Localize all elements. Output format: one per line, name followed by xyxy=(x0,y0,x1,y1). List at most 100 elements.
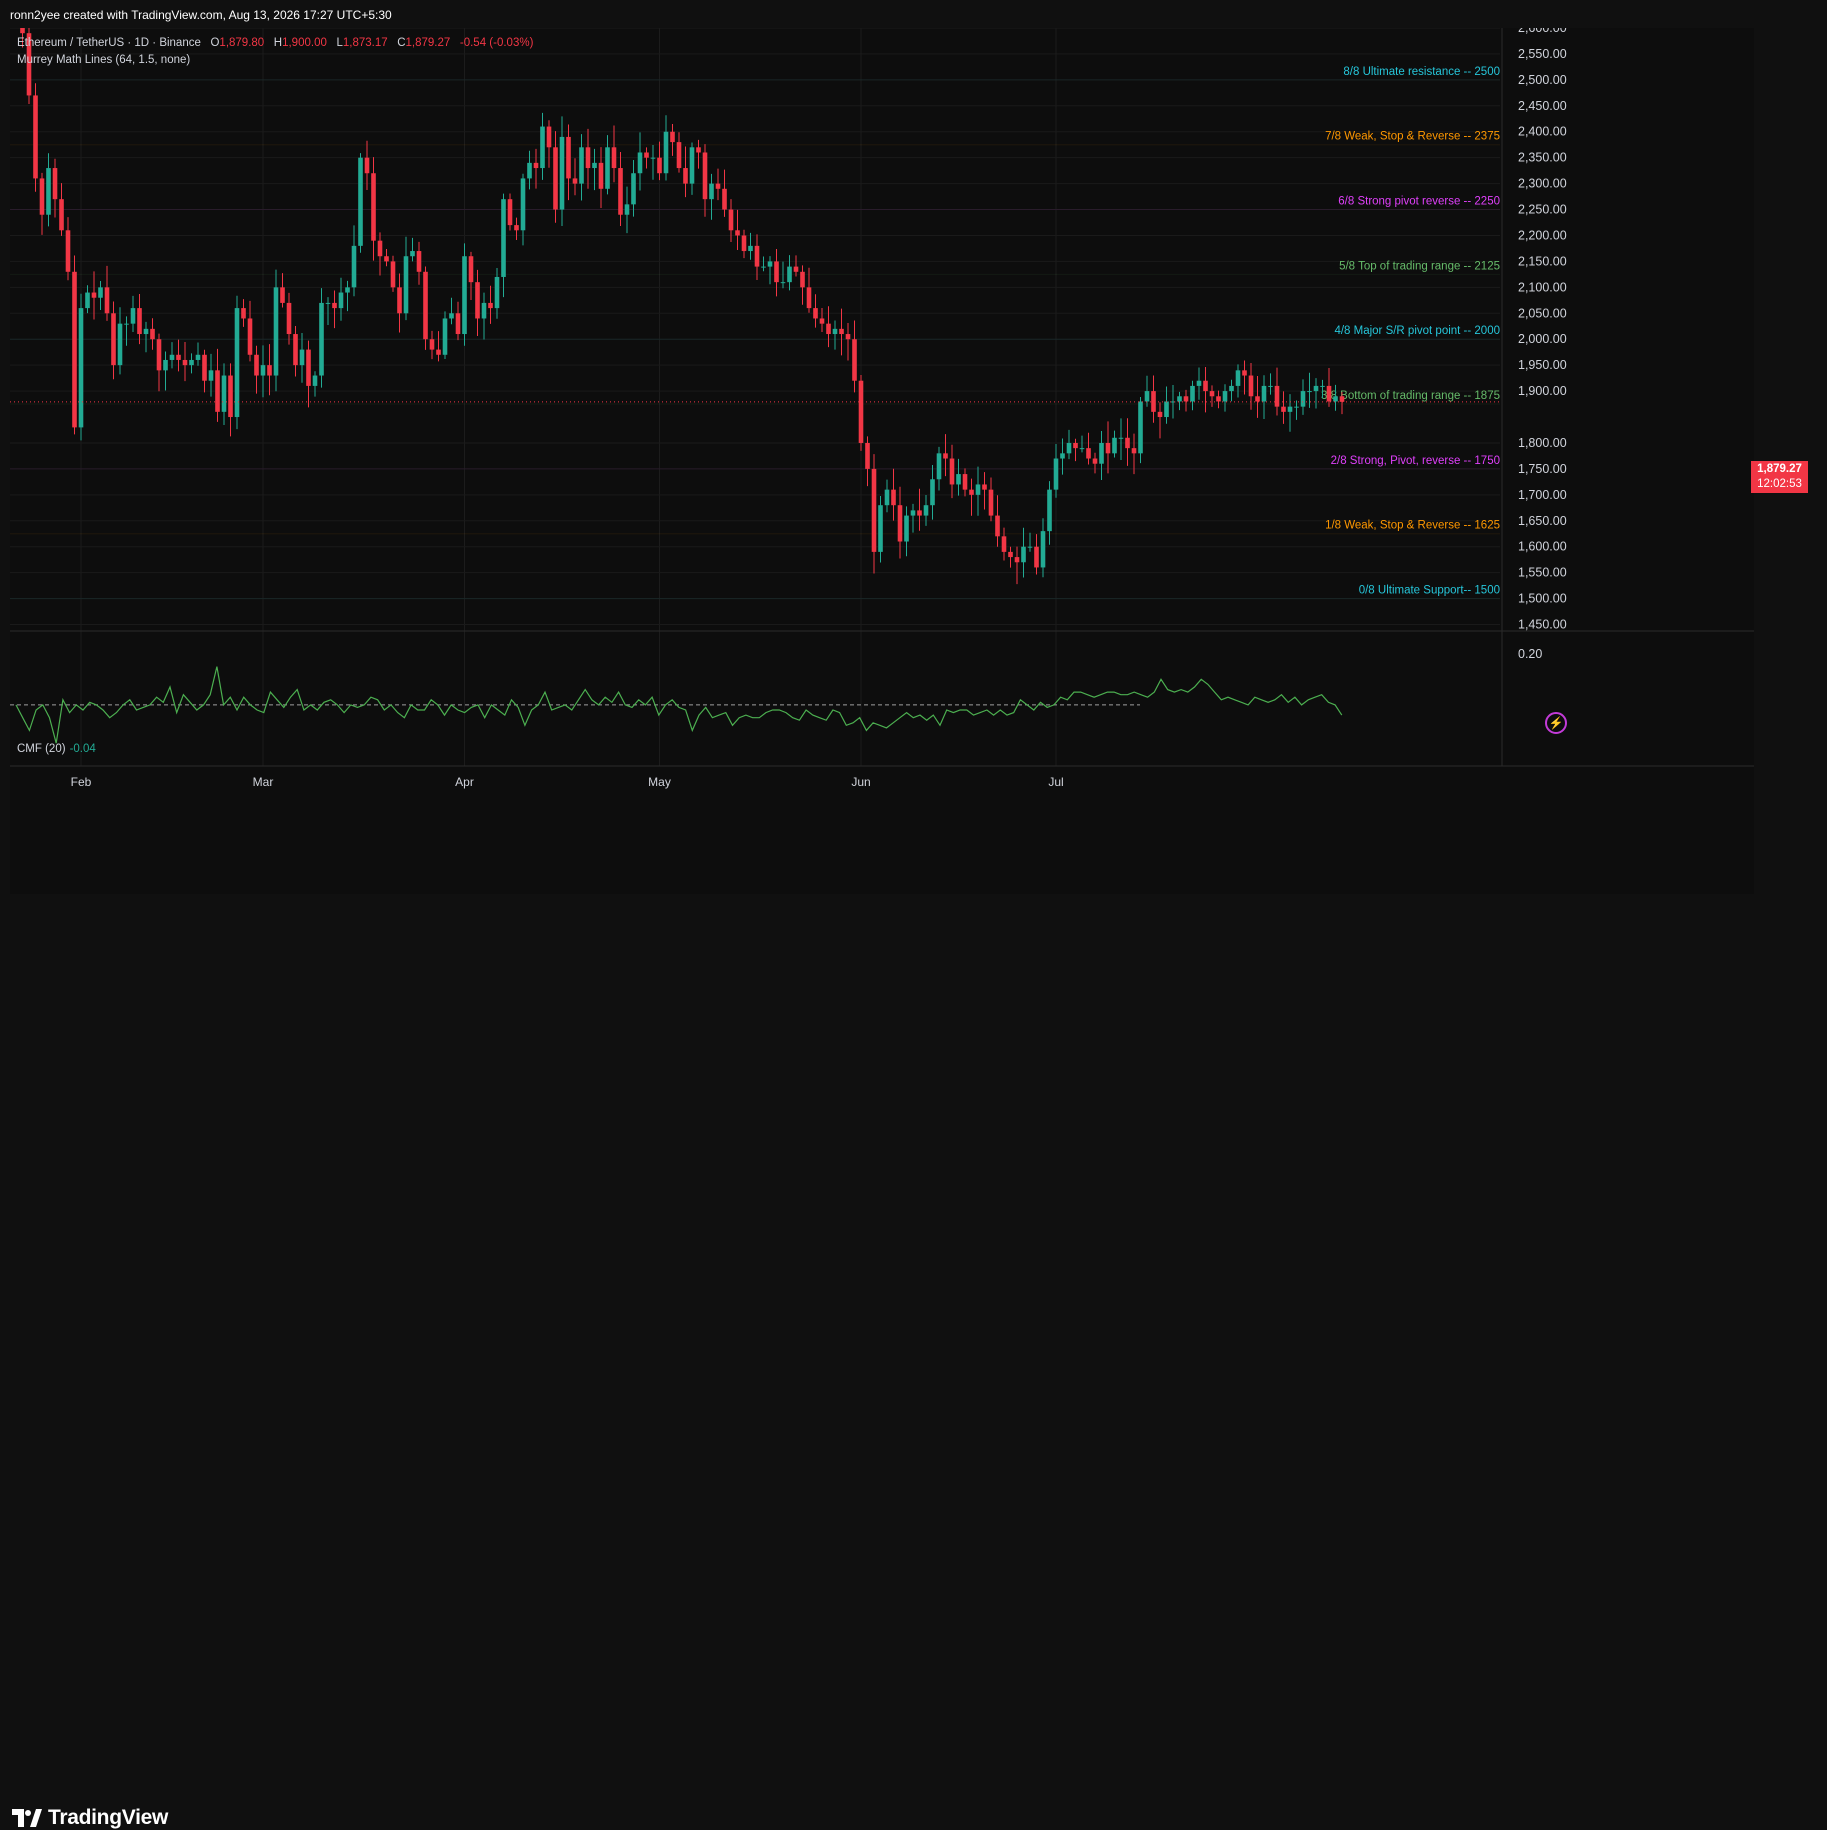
candle-down xyxy=(1151,391,1156,412)
price-chart[interactable]: 2,600.00 2,550.00 2,500.00 2,450.00 2,400.00… xyxy=(10,28,1754,894)
candle-down xyxy=(1001,536,1007,552)
y-tick-label: 1,750.00 xyxy=(1518,462,1567,476)
candle-up xyxy=(631,173,636,205)
last-price-tag: 1,879.27 12:02:53 xyxy=(1751,461,1808,493)
candle-down xyxy=(241,308,246,319)
indicator-label[interactable]: Murrey Math Lines (64, 1.5, none) xyxy=(17,54,191,66)
cmf-tick-label: 0.20 xyxy=(1518,647,1542,661)
candle-up xyxy=(930,479,935,506)
candle-up xyxy=(98,287,103,298)
cmf-legend[interactable]: CMF (20) -0.04 xyxy=(17,743,96,755)
cmf-value: -0.04 xyxy=(69,743,96,755)
candle-up xyxy=(78,308,84,428)
last-price: 1,879.27 xyxy=(1757,463,1802,475)
candle-up xyxy=(1190,385,1195,402)
y-tick-label: 2,150.00 xyxy=(1518,254,1567,268)
candle-down xyxy=(845,334,851,340)
candle-up xyxy=(169,354,175,360)
x-tick-label: Mar xyxy=(253,775,274,789)
candle-down xyxy=(722,188,727,210)
candle-down xyxy=(1209,391,1215,397)
candle-down xyxy=(1008,551,1013,558)
lightning-icon[interactable]: ⚡ xyxy=(1545,712,1567,734)
candle-up xyxy=(1053,458,1059,490)
candle-up xyxy=(884,489,890,506)
candle-up xyxy=(1066,442,1072,454)
candle-up xyxy=(351,245,357,288)
candle-up xyxy=(1313,385,1319,392)
candle-down xyxy=(228,375,233,418)
candle-up xyxy=(1222,391,1228,402)
candle-down xyxy=(52,168,58,200)
candle-down xyxy=(254,354,259,376)
candle-down xyxy=(267,365,272,376)
candle-up xyxy=(709,183,714,200)
candle-up xyxy=(1320,385,1325,387)
chart-area[interactable]: 2,600.00 2,550.00 2,500.00 2,450.00 2,400.00… xyxy=(10,28,1754,894)
candle-up xyxy=(345,287,350,293)
y-tick-label: 2,350.00 xyxy=(1518,151,1567,165)
candle-down xyxy=(533,162,539,169)
murrey-label: 8/8 Ultimate resistance -- 2500 xyxy=(1343,66,1500,78)
y-tick-label: 1,950.00 xyxy=(1518,358,1567,372)
candle-up xyxy=(592,162,597,169)
candle-down xyxy=(455,313,461,335)
y-tick-label: 1,650.00 xyxy=(1518,514,1567,528)
candle-up xyxy=(527,162,532,179)
candle-up xyxy=(1144,391,1150,402)
candle-down xyxy=(1092,458,1098,464)
candle-down xyxy=(247,318,253,355)
candle-down xyxy=(670,131,675,143)
candle-up xyxy=(442,318,448,355)
candle-up xyxy=(637,152,643,174)
candle-up xyxy=(1021,546,1026,563)
candle-up xyxy=(1027,546,1033,548)
candle-down xyxy=(182,359,188,366)
candle-down xyxy=(611,147,617,169)
y-tick-label: 2,500.00 xyxy=(1518,73,1567,87)
candle-down xyxy=(423,271,428,340)
candle-up xyxy=(559,136,565,210)
candle-down xyxy=(988,489,994,516)
candle-down xyxy=(683,168,688,184)
candle-down xyxy=(1326,385,1332,402)
candle-down xyxy=(969,489,974,495)
candle-up xyxy=(540,126,545,169)
candle-up xyxy=(462,256,467,335)
candle-down xyxy=(176,354,181,360)
tradingview-logo[interactable]: TradingView xyxy=(12,1806,168,1830)
candle-up xyxy=(956,474,961,485)
x-tick-label: Jun xyxy=(851,775,870,789)
candle-down xyxy=(416,251,422,272)
candle-up xyxy=(1261,385,1267,402)
candle-down xyxy=(995,515,1000,537)
candle-up xyxy=(163,359,168,371)
candle-up xyxy=(1307,391,1312,393)
candle-down xyxy=(26,33,32,96)
candle-down xyxy=(553,147,558,210)
murrey-label: 7/8 Weak, Stop & Reverse -- 2375 xyxy=(1325,131,1500,143)
candle-up xyxy=(624,204,630,215)
candle-up xyxy=(501,199,506,277)
symbol-title[interactable]: Ethereum / TetherUS · 1D · Binance xyxy=(17,37,201,49)
candle-up xyxy=(1060,453,1065,459)
candle-down xyxy=(1274,385,1280,407)
candle-down xyxy=(897,505,903,542)
candle-down xyxy=(891,489,896,506)
candle-down xyxy=(436,349,441,355)
brand-name: TradingView xyxy=(48,1806,169,1829)
candle-down xyxy=(1086,448,1091,459)
candle-down xyxy=(332,302,337,309)
candle-down xyxy=(371,173,376,241)
murrey-label: 1/8 Weak, Stop & Reverse -- 1625 xyxy=(1325,520,1500,532)
candle-up xyxy=(1138,401,1143,454)
candle-down xyxy=(676,142,682,169)
candle-down xyxy=(104,287,110,314)
candle-down xyxy=(111,313,116,366)
y-tick-label: 1,700.00 xyxy=(1518,488,1567,502)
candle-down xyxy=(72,271,77,428)
candle-down xyxy=(754,245,760,267)
candle-down xyxy=(150,328,155,340)
bar-countdown: 12:02:53 xyxy=(1757,478,1802,490)
y-tick-label: 1,800.00 xyxy=(1518,436,1567,450)
